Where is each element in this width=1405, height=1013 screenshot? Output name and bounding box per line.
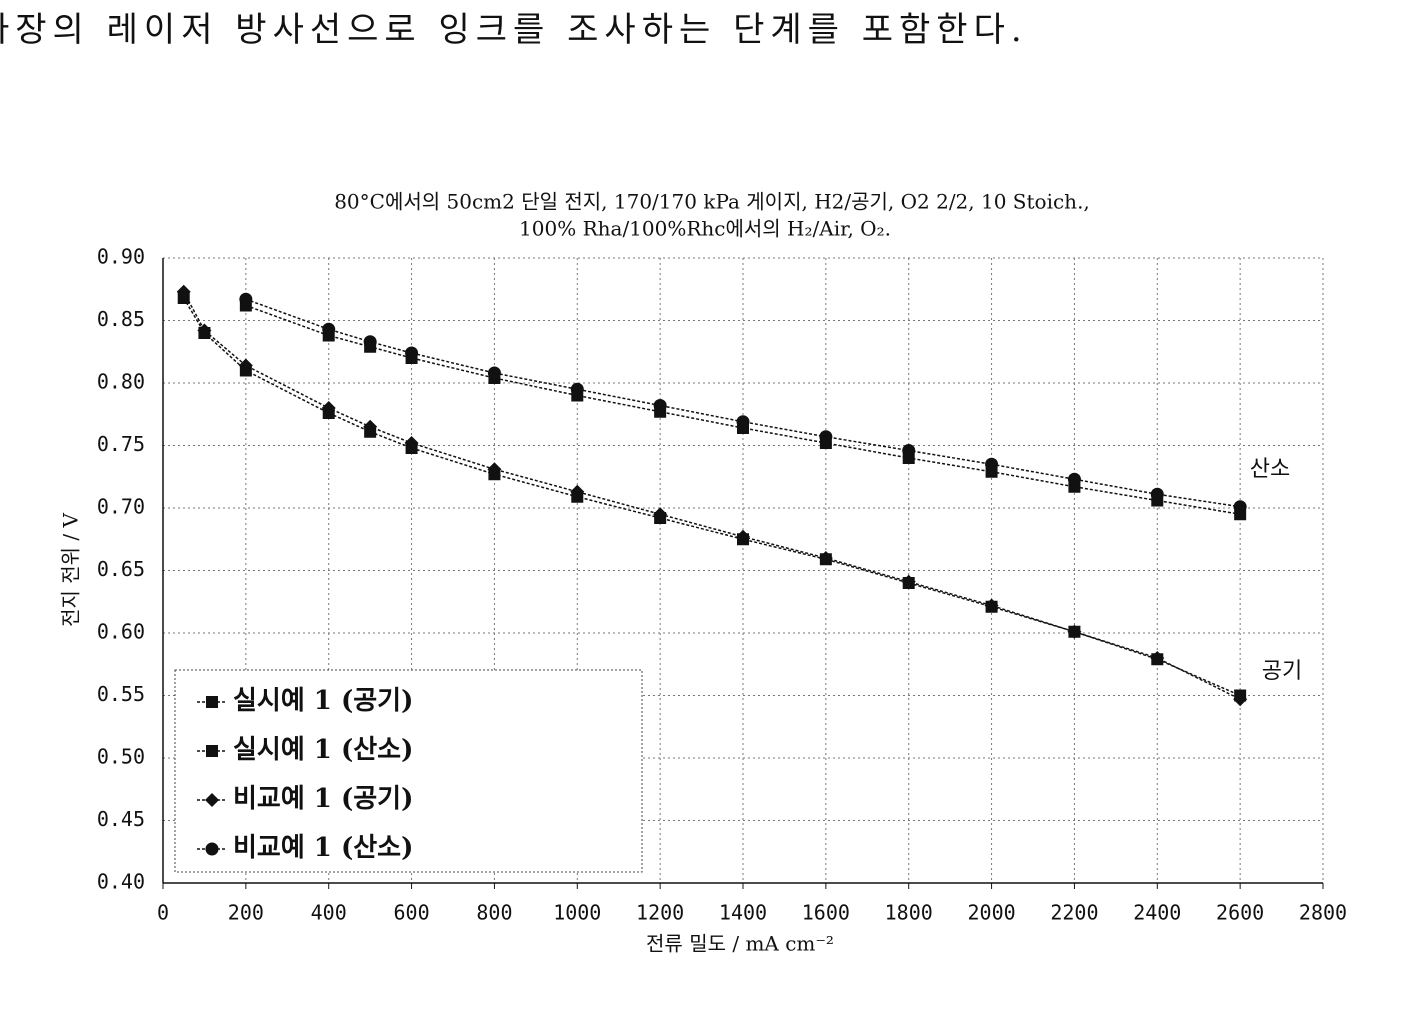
data-point: [488, 367, 501, 380]
data-point: [322, 323, 335, 336]
legend-label: 실시예 1 (산소): [233, 735, 413, 765]
x-tick-label: 2800: [1299, 901, 1347, 925]
y-tick-label: 0.85: [97, 307, 145, 331]
x-tick-label: 1600: [802, 901, 850, 925]
x-tick-label: 2600: [1216, 901, 1264, 925]
y-tick-label: 0.45: [97, 807, 145, 831]
data-point: [1151, 488, 1164, 501]
data-point: [1068, 473, 1081, 486]
annotation: 공기: [1262, 659, 1302, 684]
x-tick-label: 2400: [1133, 901, 1181, 925]
chart-subtitle: 100% Rha/100%Rhc에서의 H₂/Air, O₂.: [519, 217, 891, 241]
legend-label: 비교예 1 (공기): [233, 784, 413, 814]
x-tick-label: 1000: [553, 901, 601, 925]
legend-marker: [206, 696, 218, 708]
y-tick-label: 0.40: [97, 870, 145, 894]
x-tick-label: 400: [311, 901, 347, 925]
legend-label: 실시예 1 (공기): [233, 686, 413, 716]
x-tick-label: 1200: [636, 901, 684, 925]
y-tick-label: 0.65: [97, 557, 145, 581]
data-point: [1234, 500, 1247, 513]
y-tick-label: 0.50: [97, 745, 145, 769]
legend-label: 비교예 1 (산소): [233, 833, 413, 863]
annotation: 산소: [1250, 457, 1290, 482]
data-point: [819, 430, 832, 443]
data-point: [737, 415, 750, 428]
x-tick-label: 1400: [719, 901, 767, 925]
data-point: [239, 293, 252, 306]
data-point: [405, 347, 418, 360]
series-line: [184, 292, 1240, 700]
x-tick-label: 0: [157, 901, 169, 925]
x-tick-label: 200: [228, 901, 264, 925]
y-tick-label: 0.80: [97, 370, 145, 394]
data-point: [654, 399, 667, 412]
x-tick-label: 800: [476, 901, 512, 925]
data-point: [985, 458, 998, 471]
page-text: 파장의 레이저 방사선으로 잉크를 조사하는 단계를 포함한다.: [0, 10, 1028, 50]
y-tick-label: 0.70: [97, 495, 145, 519]
data-point: [364, 335, 377, 348]
x-axis-label: 전류 밀도 / mA cm⁻²: [646, 932, 834, 956]
y-tick-label: 0.75: [97, 432, 145, 456]
y-axis-label: 전지 전위 / V: [59, 513, 83, 627]
x-tick-label: 1800: [885, 901, 933, 925]
y-tick-label: 0.60: [97, 620, 145, 644]
data-point: [902, 444, 915, 457]
x-tick-label: 2000: [967, 901, 1015, 925]
data-point: [571, 383, 584, 396]
x-tick-label: 2200: [1050, 901, 1098, 925]
chart-title: 80°C에서의 50cm2 단일 전지, 170/170 kPa 게이지, H2…: [334, 190, 1090, 214]
x-tick-label: 600: [394, 901, 430, 925]
legend-marker: [206, 843, 219, 856]
y-tick-label: 0.90: [97, 245, 145, 269]
series-line: [184, 298, 1240, 696]
y-tick-label: 0.55: [97, 682, 145, 706]
legend-marker: [206, 745, 218, 757]
